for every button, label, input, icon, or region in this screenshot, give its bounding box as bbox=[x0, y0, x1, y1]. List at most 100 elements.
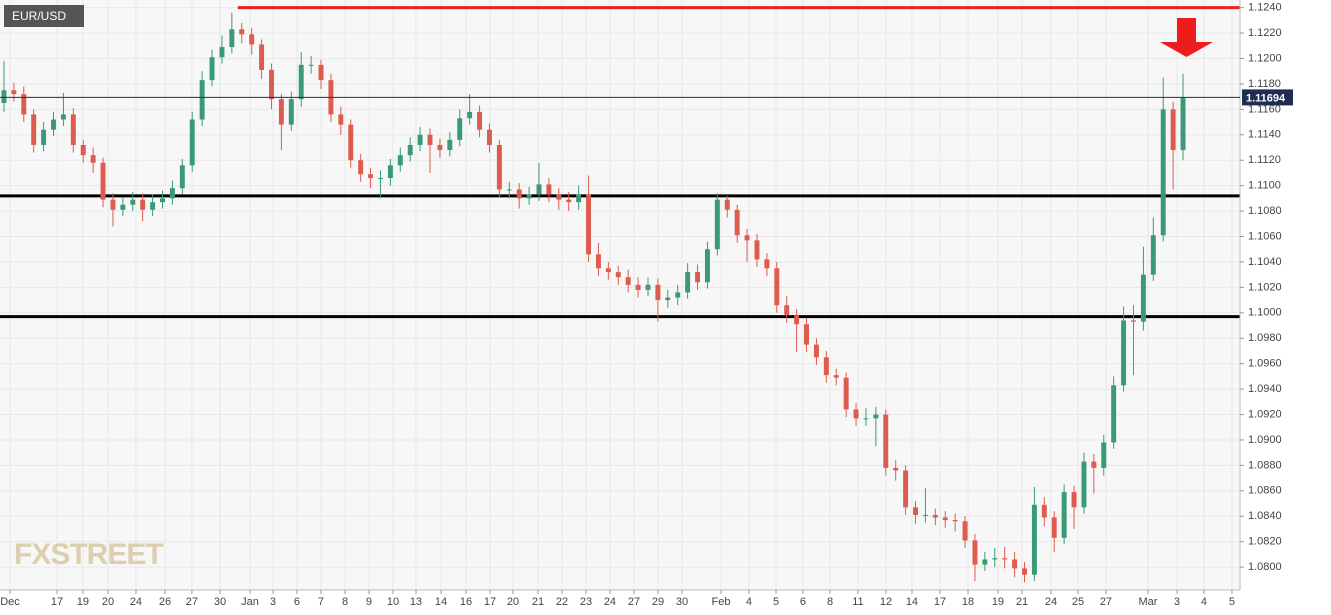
candle-body bbox=[1, 90, 7, 103]
candle-body bbox=[130, 199, 136, 205]
candle-body bbox=[982, 559, 988, 565]
x-tick-label: 3 bbox=[1174, 596, 1180, 608]
candle-body bbox=[942, 517, 948, 521]
x-tick-label: 24 bbox=[604, 596, 616, 608]
candle-body bbox=[863, 418, 869, 420]
candle-body bbox=[536, 184, 542, 195]
y-tick-label: 1.1080 bbox=[1248, 205, 1282, 217]
candle-body bbox=[377, 178, 383, 180]
x-tick-label: 8 bbox=[827, 596, 833, 608]
x-tick-label: 10 bbox=[387, 596, 399, 608]
y-tick-label: 1.0820 bbox=[1248, 536, 1282, 548]
candle-body bbox=[1111, 385, 1117, 443]
candle-body bbox=[655, 284, 661, 301]
y-tick-label: 1.0840 bbox=[1248, 510, 1282, 522]
candle-body bbox=[893, 467, 899, 471]
candle-body bbox=[70, 114, 76, 145]
candle-body bbox=[259, 44, 265, 70]
x-tick-label: 30 bbox=[676, 596, 688, 608]
candle-body bbox=[387, 165, 393, 179]
candle-body bbox=[169, 188, 175, 199]
watermark: FXSTREET bbox=[14, 538, 163, 571]
candle-body bbox=[1101, 442, 1107, 468]
candle-body bbox=[913, 507, 918, 515]
candle-body bbox=[298, 64, 304, 100]
x-tick-label: 11 bbox=[852, 596, 863, 608]
x-tick-label: 26 bbox=[159, 596, 171, 608]
candle-body bbox=[189, 119, 195, 166]
candle-body bbox=[645, 284, 651, 290]
x-tick-label: 14 bbox=[435, 596, 447, 608]
y-tick-label: 1.0900 bbox=[1248, 434, 1282, 446]
candle-body bbox=[526, 194, 532, 199]
axes: 1.1240 1.1220 1.1200 1.1180 1.1160 1.1140 1.11… bbox=[0, 2, 1281, 608]
candle-body bbox=[1071, 492, 1077, 508]
y-tick-label: 1.0880 bbox=[1248, 459, 1282, 471]
candle-body bbox=[467, 111, 473, 119]
candle-body bbox=[120, 204, 126, 210]
candle-body bbox=[1002, 558, 1008, 560]
candle-body bbox=[209, 57, 215, 81]
title-box bbox=[4, 5, 84, 27]
y-tick-label: 1.1140 bbox=[1248, 129, 1281, 141]
x-tick-label: 6 bbox=[800, 596, 806, 608]
x-tick-label: 13 bbox=[410, 596, 422, 608]
candle-body bbox=[853, 409, 859, 419]
candle-body bbox=[1180, 97, 1186, 151]
x-tick-label: 21 bbox=[532, 596, 544, 608]
x-tick-label: 30 bbox=[214, 596, 226, 608]
candle-body bbox=[80, 144, 86, 156]
candle-body bbox=[31, 114, 37, 145]
x-tick-label: 24 bbox=[1045, 596, 1057, 608]
candle-body bbox=[714, 199, 720, 250]
plot-area bbox=[0, 0, 1240, 590]
candle-body bbox=[496, 144, 502, 190]
candle-body bbox=[952, 520, 958, 522]
candle-body bbox=[437, 144, 443, 151]
candle-body bbox=[566, 199, 572, 203]
x-tick-label: 27 bbox=[628, 596, 640, 608]
y-tick-label: 1.0800 bbox=[1248, 561, 1282, 573]
candle-body bbox=[1131, 320, 1136, 322]
candle-body bbox=[397, 155, 403, 166]
arrow-annotation bbox=[1160, 18, 1213, 57]
candle-body bbox=[1022, 568, 1027, 575]
candle-body bbox=[1150, 235, 1156, 275]
candle-body bbox=[11, 90, 17, 95]
candle-body bbox=[358, 160, 364, 175]
candle-body bbox=[516, 189, 522, 199]
candle-body bbox=[744, 235, 750, 241]
candle-body bbox=[813, 344, 819, 358]
x-tick-label: 20 bbox=[102, 596, 114, 608]
candle-body bbox=[21, 94, 27, 115]
candle-body bbox=[873, 414, 879, 419]
candle-body bbox=[1061, 492, 1067, 538]
candle-body bbox=[1170, 109, 1176, 151]
x-tick-label: 6 bbox=[294, 596, 300, 608]
candle-body bbox=[804, 324, 809, 345]
x-tick-label: 14 bbox=[906, 596, 918, 608]
candle-body bbox=[675, 292, 681, 298]
y-tick-label: 1.1220 bbox=[1248, 27, 1282, 39]
y-tick-label: 1.1020 bbox=[1248, 281, 1282, 293]
candle-body bbox=[140, 199, 146, 210]
candle-body bbox=[160, 198, 165, 203]
candle-body bbox=[100, 162, 106, 200]
arrow-head bbox=[1160, 42, 1213, 57]
candle-body bbox=[150, 202, 156, 210]
x-tick-label: Feb bbox=[712, 596, 731, 608]
x-tick-label: 9 bbox=[366, 596, 372, 608]
candle-body bbox=[278, 99, 284, 125]
candle-body bbox=[903, 470, 909, 508]
last-price: 1.11694 bbox=[0, 89, 1293, 106]
candle-body bbox=[179, 165, 185, 189]
x-tick-label: 7 bbox=[318, 596, 324, 608]
candle-body bbox=[1140, 274, 1146, 322]
y-tick-label: 1.0860 bbox=[1248, 485, 1282, 497]
candle-body bbox=[992, 558, 998, 560]
y-tick-label: 1.0980 bbox=[1248, 332, 1282, 344]
level-lines bbox=[0, 6, 1240, 319]
candle-body bbox=[1012, 559, 1018, 569]
candle-body bbox=[229, 29, 235, 48]
